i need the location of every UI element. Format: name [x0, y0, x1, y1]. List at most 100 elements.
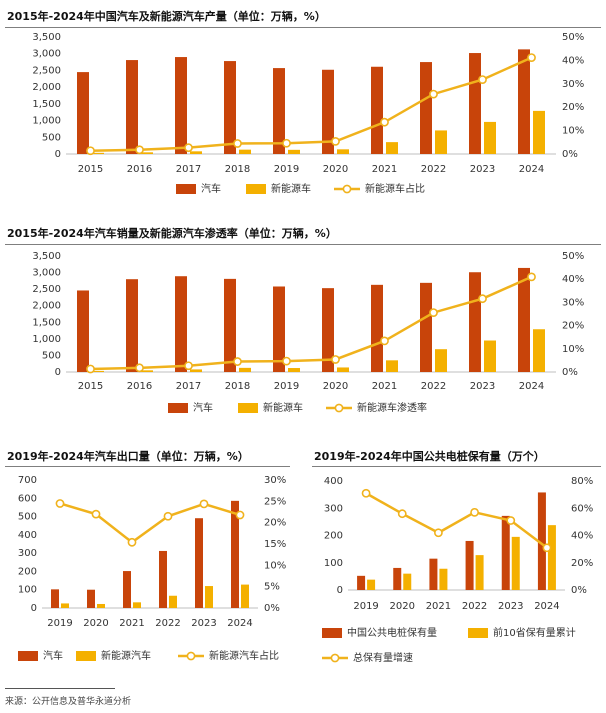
x-tick-label: 2022: [421, 381, 446, 392]
bar-primary: [469, 53, 481, 154]
y-right-tick-label: 40%: [571, 531, 593, 542]
x-tick-label: 2022: [421, 164, 446, 175]
bar-primary: [420, 62, 432, 155]
legend-swatch: [246, 184, 266, 194]
line-point: [397, 509, 407, 519]
y-right-tick-label: 60%: [571, 503, 593, 514]
bar-secondary: [61, 603, 69, 608]
line-series: [90, 275, 533, 371]
bar-secondary: [484, 340, 496, 372]
y-left-tick-label: 300: [324, 503, 343, 514]
line-point: [184, 143, 193, 153]
bar-secondary: [386, 360, 398, 372]
y-right-tick-label: 20%: [562, 321, 584, 332]
y-left-tick-label: 700: [18, 475, 37, 486]
line-point: [331, 355, 340, 364]
legend-label: 汽车: [201, 182, 221, 195]
bar-primary: [518, 49, 530, 154]
y-left-tick-label: 500: [42, 350, 61, 361]
y-left-tick-label: 2,500: [32, 284, 61, 295]
legend-label: 新能源车: [263, 401, 303, 414]
y-left-tick-label: 1,500: [32, 317, 61, 328]
y-right-tick-label: 30%: [264, 475, 286, 486]
bar-primary: [195, 518, 203, 608]
y-left-tick-label: 2,000: [32, 82, 61, 93]
bar-primary: [537, 492, 546, 590]
bar-primary: [273, 286, 285, 372]
legend-swatch: [176, 184, 196, 194]
bar-secondary: [92, 152, 104, 154]
line-point: [542, 543, 552, 553]
y-left-tick-label: 200: [18, 566, 37, 577]
y-left-tick-label: 500: [42, 132, 61, 143]
line-point: [478, 75, 487, 84]
line-point: [233, 139, 242, 148]
bar-secondary: [169, 595, 177, 608]
bar-secondary: [484, 121, 496, 154]
bar-primary: [501, 515, 510, 590]
x-tick-label: 2018: [225, 164, 250, 175]
line-point: [86, 364, 95, 374]
y-right-tick-label: 20%: [264, 518, 286, 529]
bar-secondary: [92, 370, 104, 372]
bar-primary: [420, 282, 432, 372]
bar-primary: [175, 57, 187, 154]
legend-swatch: [168, 403, 188, 413]
title-rule: [5, 244, 601, 245]
line-point: [127, 537, 137, 547]
x-tick-label: 2023: [191, 618, 216, 629]
x-tick-label: 2023: [470, 381, 495, 392]
line-point: [470, 507, 479, 517]
y-left-tick-label: 3,500: [32, 32, 61, 43]
bar-secondary: [141, 370, 153, 372]
bar-secondary: [97, 603, 105, 608]
bar-primary: [224, 61, 236, 154]
bar-primary: [469, 272, 481, 372]
x-tick-label: 2016: [127, 381, 152, 392]
x-tick-label: 2021: [372, 381, 397, 392]
bar-secondary: [533, 329, 545, 372]
x-tick-label: 2021: [426, 601, 451, 612]
y-left-tick-label: 400: [18, 530, 37, 541]
y-left-tick-label: 3,000: [32, 49, 61, 60]
legend-swatch: [468, 628, 488, 638]
y-left-tick-label: 2,000: [32, 301, 61, 312]
line-point: [135, 145, 144, 155]
bar-primary: [159, 550, 167, 608]
chart-title: 2019年-2024年汽车出口量（单位：万辆，%）: [7, 450, 249, 463]
x-tick-label: 2020: [390, 601, 415, 612]
x-tick-label: 2024: [519, 164, 544, 175]
bar-primary: [126, 60, 138, 154]
bar-secondary: [511, 536, 520, 590]
line-point: [184, 361, 193, 371]
y-right-tick-label: 10%: [264, 560, 286, 571]
y-right-tick-label: 0%: [562, 149, 578, 160]
line-point: [380, 336, 389, 346]
line-series: [365, 492, 548, 549]
x-tick-label: 2022: [155, 618, 180, 629]
bar-secondary: [288, 149, 300, 154]
bar-primary: [322, 288, 334, 372]
legend-marker: [330, 653, 340, 663]
source-note: 来源：公开信息及普华永道分析: [5, 697, 132, 707]
bar-secondary: [475, 555, 484, 590]
legend-label: 新能源汽车: [101, 649, 151, 662]
bar-secondary: [141, 152, 153, 154]
bar-secondary: [288, 368, 300, 372]
x-tick-label: 2019: [274, 381, 299, 392]
bar-primary: [126, 279, 138, 372]
line-point: [235, 510, 245, 520]
y-right-tick-label: 30%: [562, 297, 584, 308]
x-tick-label: 2019: [274, 164, 299, 175]
bar-secondary: [403, 573, 412, 590]
y-right-tick-label: 0%: [571, 585, 587, 596]
line-point: [429, 308, 438, 318]
line-point: [434, 528, 443, 538]
bar-secondary: [435, 130, 447, 154]
y-left-tick-label: 3,500: [32, 251, 61, 262]
y-left-tick-label: 2,500: [32, 65, 61, 76]
y-right-tick-label: 40%: [562, 55, 584, 66]
legend-marker: [186, 651, 196, 661]
bar-primary: [429, 558, 438, 590]
title-rule: [312, 466, 601, 467]
